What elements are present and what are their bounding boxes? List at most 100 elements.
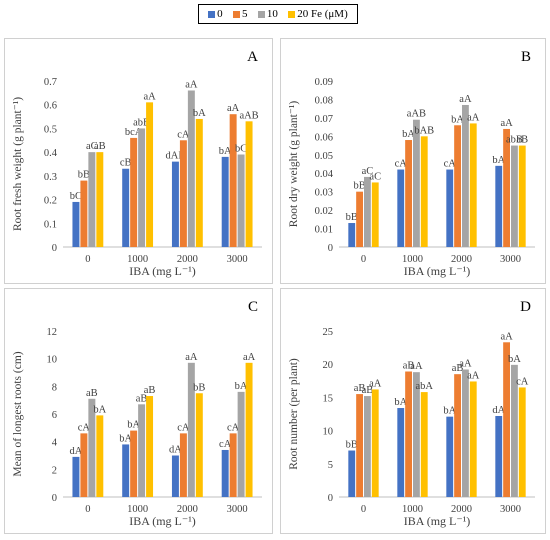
chart-d-bar: [371, 389, 379, 497]
chart-d-data-label: aA: [500, 331, 513, 342]
chart-b-bar: [462, 104, 469, 247]
chart-d-bar: [469, 381, 477, 497]
chart-c-bar: [229, 433, 237, 497]
chart-a-ytick-label: 0.2: [44, 196, 57, 207]
chart-c-ytick-label: 0: [52, 493, 57, 504]
chart-c-y-axis-title: Mean of longest roots (cm): [12, 351, 24, 476]
chart-c-bar: [130, 430, 138, 497]
chart-a-ytick-label: 0.7: [44, 77, 57, 88]
chart-b-ytick-label: 0.08: [315, 95, 333, 106]
chart-svg-b: B 0 0.01 0.02 0.03 0.04 0.05 0.06 0.07 0.08 0.09 bB…: [288, 49, 535, 278]
chart-a-ytick-label: 0.5: [44, 124, 57, 135]
chart-c-data-label: aA: [243, 352, 256, 363]
chart-c-bar: [122, 444, 130, 497]
chart-d-ytick-label: 15: [323, 393, 334, 404]
legend-item-5: 5: [233, 8, 248, 20]
legend-label-20: 20 Fe (μM): [297, 8, 348, 20]
chart-b-bar: [495, 165, 503, 247]
chart-d-data-label: abA: [416, 381, 434, 392]
chart-b-ytick-label: 0.04: [315, 169, 334, 180]
chart-b-x-axis-title: IBA (mg L⁻¹): [404, 264, 471, 278]
chart-a-bar: [187, 90, 195, 247]
chart-a-xtick-label: 3000: [227, 254, 248, 265]
chart-b-data-label: bAB: [414, 125, 434, 136]
chart-a-xtick-label: 0: [85, 254, 90, 265]
chart-a-data-label: cA: [177, 129, 190, 140]
chart-a-data-label: aAB: [239, 110, 258, 121]
chart-a-bar: [171, 161, 179, 247]
chart-d-ytick-label: 5: [328, 460, 333, 471]
chart-d-data-label: cA: [516, 376, 529, 387]
chart-b-ytick-label: 0.05: [315, 151, 333, 162]
chart-d-xtick-label: 2000: [451, 504, 472, 515]
chart-a-bar: [80, 180, 88, 247]
chart-a-data-label: cB: [120, 158, 132, 169]
chart-d-ytick-label: 10: [323, 427, 334, 438]
chart-d-bar: [454, 374, 461, 497]
chart-d-data-label: aB: [403, 361, 415, 372]
chart-c-data-label: aB: [144, 385, 156, 396]
chart-b-ytick-label: 0.02: [315, 206, 333, 217]
chart-d-data-label: bA: [443, 406, 456, 417]
chart-d-data-label: bA: [508, 354, 521, 365]
chart-c-xtick-label: 0: [85, 504, 90, 515]
chart-b-xtick-label: 2000: [451, 254, 472, 265]
chart-d-xtick-label: 3000: [500, 504, 521, 515]
chart-d-data-label: bB: [346, 440, 358, 451]
chart-b-bar: [356, 191, 363, 247]
chart-c-bar: [195, 393, 203, 497]
chart-b-bar: [348, 223, 356, 247]
chart-b-xtick-label: 1000: [402, 254, 423, 265]
chart-b-y-axis-title: Root dry weight (g plant⁻¹): [288, 101, 300, 228]
chart-d-bar: [405, 371, 412, 497]
legend-swatch-10: [257, 10, 265, 18]
chart-c-ytick-label: 10: [47, 355, 58, 366]
chart-svg-c: C024681012dAcAaBbA0bAbAaBaB1000dAcAaAbB2…: [12, 299, 262, 528]
chart-c-data-label: cA: [177, 422, 190, 433]
chart-a-ytick-label: 0.3: [44, 172, 57, 183]
chart-c-data-label: dA: [70, 446, 83, 457]
chart-a-bar: [221, 156, 229, 247]
chart-b-bar: [405, 140, 412, 247]
chart-d-xtick-label: 0: [361, 504, 366, 515]
chart-a-bar: [138, 128, 146, 247]
chart-b-data-label: bA: [451, 114, 464, 125]
chart-b-bar: [364, 176, 371, 247]
chart-b-data-label: abB: [506, 135, 523, 146]
chart-c-data-label: aB: [136, 393, 148, 404]
chart-a-data-label: aA: [185, 79, 198, 90]
chart-d-bar: [518, 387, 526, 497]
chart-d-ytick-label: 0: [328, 493, 333, 504]
chart-c-data-label: cA: [219, 439, 232, 450]
chart-b-ytick-label: 0: [328, 243, 333, 254]
chart-b-bar: [454, 125, 461, 247]
chart-d-x-axis-title: IBA (mg L⁻¹): [404, 514, 471, 528]
chart-a-y-axis-title: Root fresh weight (g plant⁻¹): [12, 97, 24, 231]
chart-svg-d: D0510152025bBaBaBaA0bAaBaAabA1000bAaBaAa…: [288, 299, 535, 528]
chart-c-bar: [72, 456, 80, 497]
chart-b-data-label: aB: [516, 135, 528, 146]
chart-d-data-label: aA: [369, 378, 382, 389]
chart-c-bar: [187, 362, 195, 497]
chart-a-ytick-label: 0.1: [44, 219, 57, 230]
chart-a-x-axis-title: IBA (mg L⁻¹): [129, 264, 196, 278]
chart-d-ytick-label: 25: [323, 327, 334, 338]
chart-a-data-label: aA: [143, 91, 156, 102]
chart-legend: 0 5 10 20 Fe (μM): [198, 4, 358, 24]
chart-c-bar: [245, 362, 253, 497]
chart-a-bar: [146, 102, 154, 247]
chart-a-ytick-label: 0.6: [44, 101, 57, 112]
chart-b-data-label: aC: [362, 166, 374, 177]
chart-c-ytick-label: 6: [52, 410, 57, 421]
legend-swatch-20: [288, 10, 296, 18]
chart-a-data-label: bC: [235, 144, 247, 155]
chart-c-bar: [80, 433, 88, 497]
chart-a-data-label: bcA: [125, 127, 143, 138]
chart-b-data-label: aAB: [407, 109, 426, 120]
chart-a-data-label: bA: [193, 108, 206, 119]
chart-c-ytick-label: 12: [47, 327, 58, 338]
chart-c-data-label: aB: [86, 388, 98, 399]
chart-b-bar: [469, 123, 477, 247]
chart-d-data-label: aA: [459, 359, 472, 370]
chart-a-bar: [237, 154, 245, 247]
